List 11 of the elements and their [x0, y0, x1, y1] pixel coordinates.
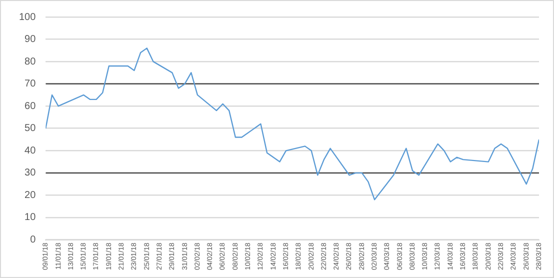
- y-tick-label: 80: [24, 56, 36, 68]
- y-tick-label: 30: [24, 168, 36, 179]
- y-tick-label: 90: [24, 34, 36, 46]
- y-tick-label: 10: [24, 212, 36, 224]
- y-tick-label: 70: [24, 78, 36, 90]
- y-tick-label: 60: [24, 100, 36, 112]
- y-tick-label: 100: [18, 12, 36, 23]
- y-tick-label: 50: [24, 123, 36, 134]
- y-tick-label: 40: [24, 145, 36, 156]
- y-tick-label: 0: [30, 234, 36, 246]
- y-tick-label: 20: [24, 190, 36, 201]
